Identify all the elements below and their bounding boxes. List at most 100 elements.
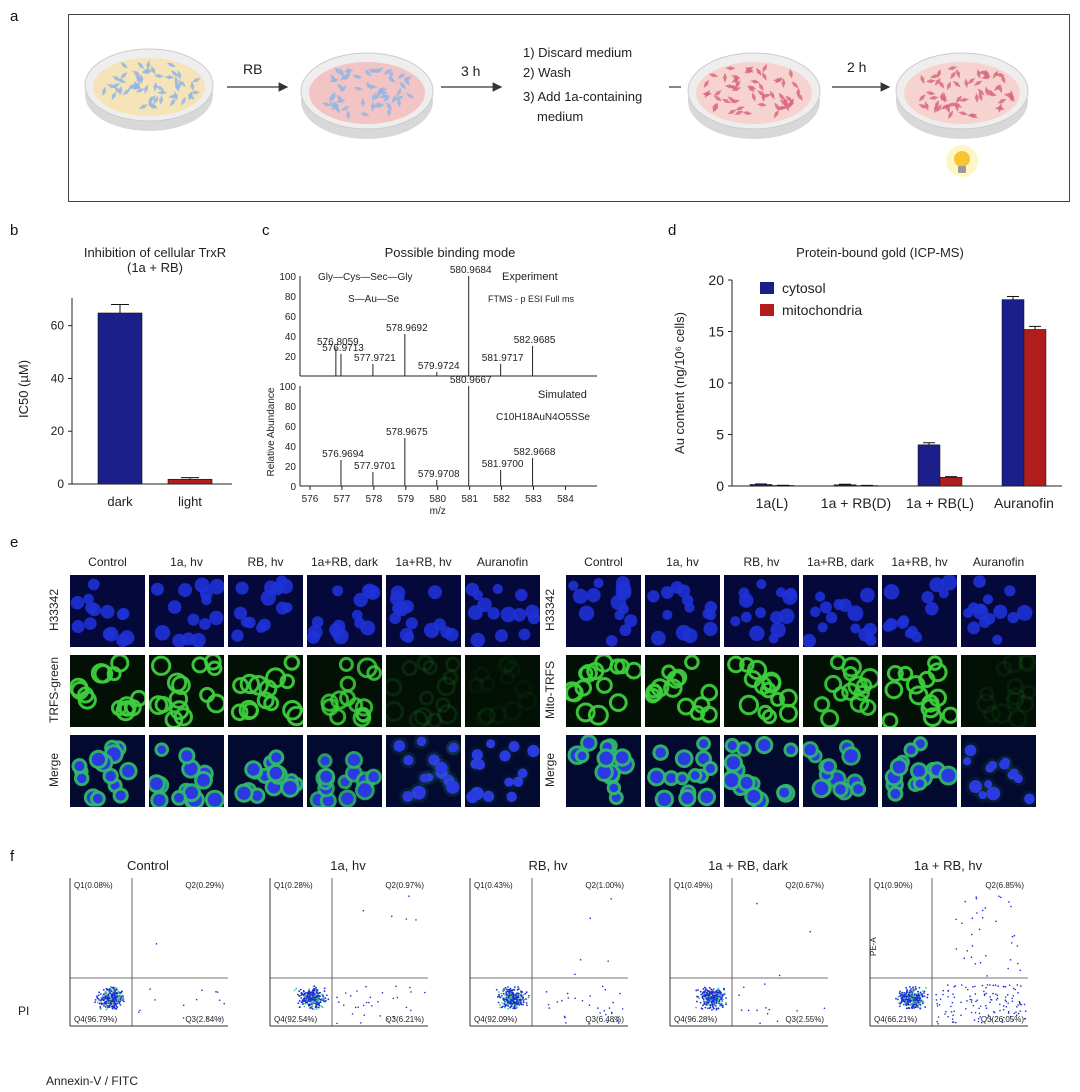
event-dot [926, 996, 929, 999]
cytoplasm-ring [330, 690, 350, 710]
event-dot [607, 960, 609, 962]
event-dot [215, 990, 217, 993]
merge-nucleus [91, 752, 106, 767]
micrograph-svg [961, 655, 1036, 727]
event-dot [742, 986, 745, 989]
cell-shape [191, 78, 201, 83]
event-dot [921, 1000, 924, 1002]
cell-shape [757, 90, 766, 97]
nucleus [400, 599, 414, 613]
event-dot [711, 993, 713, 996]
event-dot [981, 984, 984, 987]
event-dot [925, 986, 927, 989]
event-dot [992, 984, 995, 987]
micrograph-cell [882, 575, 957, 647]
cytoplasm-ring [248, 674, 269, 696]
event-dot [965, 986, 967, 989]
x-tick-label: 581 [461, 494, 478, 505]
flow-plot: Q1(0.28%) Q2(0.97%) Q4(92.54%) Q3(6.21%) [269, 878, 428, 1027]
cell-shape [920, 74, 925, 85]
merge-nucleus [197, 773, 210, 787]
cell-shape [721, 98, 731, 104]
event-dot [219, 1017, 222, 1020]
top-peak-label: 576.9713 [322, 343, 364, 354]
panel-label-c: c [262, 222, 270, 239]
cell-shape [146, 60, 151, 70]
step-rb-label: RB [243, 61, 263, 77]
cell-shape [959, 97, 970, 102]
event-dot [703, 1003, 706, 1006]
event-dot [107, 988, 110, 991]
cytoplasm-ring [578, 665, 594, 681]
event-dot [696, 1000, 698, 1003]
event-dot [706, 1003, 709, 1006]
cell-shape [713, 90, 722, 97]
cytoplasm-ring [1006, 687, 1026, 706]
cell-shape [375, 103, 385, 108]
event-dot [1002, 1008, 1005, 1011]
step-3h-label: 3 h [461, 63, 481, 79]
nucleus [83, 617, 97, 630]
cytoplasm-ring [413, 706, 433, 727]
merge-nucleus [724, 773, 739, 788]
cytoplasm-ring [1018, 655, 1035, 671]
cell-shape [947, 66, 958, 71]
event-dot [317, 998, 320, 1000]
micrograph-svg [149, 735, 224, 807]
y-axis-label: Au content (ng/10⁶ cells) [672, 312, 687, 454]
row-label: H33342 [543, 588, 557, 632]
event-dot [524, 992, 527, 995]
cell-shape [791, 81, 799, 89]
event-dot [307, 1004, 310, 1007]
petri-dish-2 [300, 52, 434, 139]
cell-shape [757, 102, 767, 107]
cell-shape [334, 66, 341, 76]
nucleus [770, 622, 786, 638]
event-dot [715, 1008, 718, 1011]
event-dot [316, 999, 319, 1002]
event-dot [975, 896, 977, 898]
column-label: 1a+RB, hv [395, 555, 452, 569]
event-dot [953, 985, 955, 988]
cell-shape [181, 96, 186, 106]
cytoplasm-ring [419, 690, 435, 706]
event-dot [410, 991, 412, 993]
merge-nucleus [779, 787, 790, 798]
cell-shape [918, 104, 928, 109]
event-dot [910, 997, 913, 1000]
cytoplasm-ring [882, 712, 899, 727]
event-dot [606, 1021, 609, 1024]
experiment-label: Experiment [502, 271, 558, 283]
cytoplasm-ring [663, 678, 683, 698]
cytoplasm-ring [743, 669, 762, 688]
merge-nucleus [678, 774, 687, 783]
top-peak-label: 578.9692 [386, 323, 428, 334]
merge-nucleus [814, 781, 829, 796]
event-dot [901, 992, 904, 995]
event-dot [513, 1005, 516, 1008]
quadrant-q4-label: Q4(96.28%) [674, 1015, 717, 1024]
event-dot [979, 961, 982, 964]
event-dot [716, 1001, 719, 1004]
event-dot [903, 993, 906, 996]
bar-light [167, 478, 213, 485]
nucleus [330, 625, 345, 640]
micrograph-cell [645, 735, 720, 807]
nucleus [260, 590, 277, 606]
event-dot [915, 1006, 918, 1009]
nucleus [428, 585, 442, 600]
micrograph-svg [566, 575, 641, 647]
cytoplasm-ring [256, 691, 275, 710]
event-dot [313, 990, 315, 992]
event-dot [1023, 1017, 1026, 1020]
bottom-y-tick-label: 60 [285, 422, 297, 433]
event-dot [895, 997, 897, 1000]
nucleus [467, 605, 483, 621]
bottom-y-tick-label: 100 [279, 382, 296, 393]
cytoplasm-ring [149, 695, 169, 716]
y-tick-label: 60 [51, 319, 65, 333]
micrograph-cell [724, 575, 799, 647]
event-dot [1013, 934, 1016, 937]
nucleus [675, 624, 692, 641]
merge-nucleus [506, 791, 517, 803]
